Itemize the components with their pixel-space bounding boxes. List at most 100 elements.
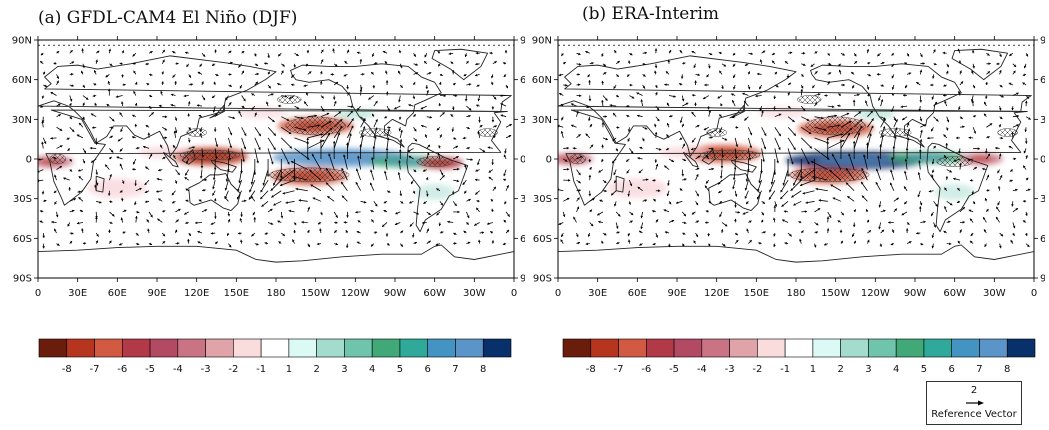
wind-arrowhead xyxy=(631,96,635,99)
wind-arrowhead xyxy=(851,234,855,237)
wind-arrowhead xyxy=(121,197,124,201)
wind-arrowhead xyxy=(679,137,683,140)
wind-arrowhead xyxy=(585,133,589,137)
wind-arrowhead xyxy=(668,50,672,53)
wind-vector xyxy=(307,133,323,139)
y-tick-label-right: 60S xyxy=(520,234,525,245)
wind-arrowhead xyxy=(338,111,342,114)
wind-arrowhead xyxy=(719,70,722,74)
anomaly-blob xyxy=(414,184,455,201)
wind-arrowhead xyxy=(756,196,760,200)
wind-arrowhead xyxy=(807,161,810,165)
wind-arrowhead xyxy=(77,190,81,193)
wind-arrowhead xyxy=(448,52,452,55)
wind-arrowhead xyxy=(58,114,61,117)
colorbar-swatch xyxy=(701,338,730,358)
wind-arrowhead xyxy=(462,182,466,185)
wind-arrowhead xyxy=(78,197,82,200)
wind-arrowhead xyxy=(773,96,777,100)
wind-arrowhead xyxy=(733,167,737,170)
wind-arrowhead xyxy=(67,223,70,227)
wind-arrowhead xyxy=(428,240,431,244)
colorbar-label: 4 xyxy=(369,364,375,375)
wind-arrowhead xyxy=(467,146,470,150)
wind-arrowhead xyxy=(949,170,952,173)
wind-arrowhead xyxy=(317,124,320,127)
wind-arrowhead xyxy=(428,72,432,75)
wind-arrowhead xyxy=(288,131,292,134)
wind-arrowhead xyxy=(69,158,72,162)
wind-arrowhead xyxy=(711,147,714,151)
wind-arrowhead xyxy=(451,192,455,195)
wind-vector xyxy=(867,125,874,139)
wind-arrowhead xyxy=(627,194,631,197)
wind-arrowhead xyxy=(214,49,217,52)
wind-arrowhead xyxy=(982,167,985,171)
wind-arrowhead xyxy=(408,103,411,107)
wind-arrowhead xyxy=(229,145,233,149)
wind-arrowhead xyxy=(1010,239,1014,243)
wind-vectors xyxy=(558,48,1031,249)
wind-arrowhead xyxy=(455,145,459,149)
wind-arrowhead xyxy=(119,190,123,193)
wind-arrowhead xyxy=(949,202,953,206)
x-tick-label: 180 xyxy=(266,288,285,299)
anomaly-blob xyxy=(237,106,288,119)
wind-arrowhead xyxy=(578,52,581,56)
wind-arrowhead xyxy=(451,70,455,73)
wind-arrowhead xyxy=(971,50,975,53)
wind-arrowhead xyxy=(362,72,365,76)
x-tick-label: 120E xyxy=(704,288,729,299)
wind-arrowhead xyxy=(1022,220,1026,223)
antarctica-outline xyxy=(558,244,1034,263)
wind-arrowhead xyxy=(735,144,739,147)
wind-arrowhead xyxy=(654,70,657,74)
wind-arrowhead xyxy=(462,136,466,140)
wind-arrowhead xyxy=(847,196,850,199)
wind-arrowhead xyxy=(852,85,855,89)
wind-arrowhead xyxy=(240,214,243,217)
wind-arrowhead xyxy=(132,168,135,171)
wind-arrowhead xyxy=(92,94,96,98)
x-tick-label: 60W xyxy=(943,288,966,299)
wind-arrowhead xyxy=(337,132,341,135)
wind-arrowhead xyxy=(341,167,344,171)
wind-arrowhead xyxy=(604,189,607,193)
wind-arrowhead xyxy=(68,187,72,190)
wind-arrowhead xyxy=(438,63,441,67)
wind-arrowhead xyxy=(50,92,54,95)
wind-arrowhead xyxy=(413,169,417,173)
colorbar-swatch xyxy=(121,338,151,358)
wind-arrowhead xyxy=(173,154,176,158)
wind-arrowhead xyxy=(815,231,819,234)
wind-arrowhead xyxy=(933,49,936,52)
wind-arrowhead xyxy=(282,191,286,195)
wind-arrowhead xyxy=(397,172,401,175)
wind-arrowhead xyxy=(732,100,735,103)
wind-arrowhead xyxy=(454,203,457,207)
wind-vector xyxy=(333,125,343,139)
colorbar-label: -8 xyxy=(62,364,72,375)
wind-arrowhead xyxy=(422,169,426,172)
colorbar-swatch xyxy=(260,338,290,358)
wind-arrowhead xyxy=(996,62,999,66)
wind-arrowhead xyxy=(665,71,669,74)
wind-arrowhead xyxy=(691,212,695,215)
wind-arrowhead xyxy=(398,149,402,152)
wind-arrowhead xyxy=(239,85,243,89)
wind-arrowhead xyxy=(644,199,647,202)
wind-arrowhead xyxy=(186,160,189,164)
colorbar-swatch xyxy=(840,338,869,358)
continent-outline xyxy=(565,109,1028,206)
wind-arrowhead xyxy=(788,105,791,109)
wind-arrowhead xyxy=(808,131,812,134)
wind-arrowhead xyxy=(589,209,592,213)
wind-arrowhead xyxy=(935,118,939,122)
wind-arrowhead xyxy=(478,239,481,243)
wind-arrowhead xyxy=(187,140,191,143)
wind-arrowhead xyxy=(772,60,775,64)
wind-arrowhead xyxy=(339,125,343,129)
colorbar-swatch xyxy=(316,338,345,358)
significance-patch xyxy=(416,156,453,167)
wind-arrowhead xyxy=(667,59,671,63)
